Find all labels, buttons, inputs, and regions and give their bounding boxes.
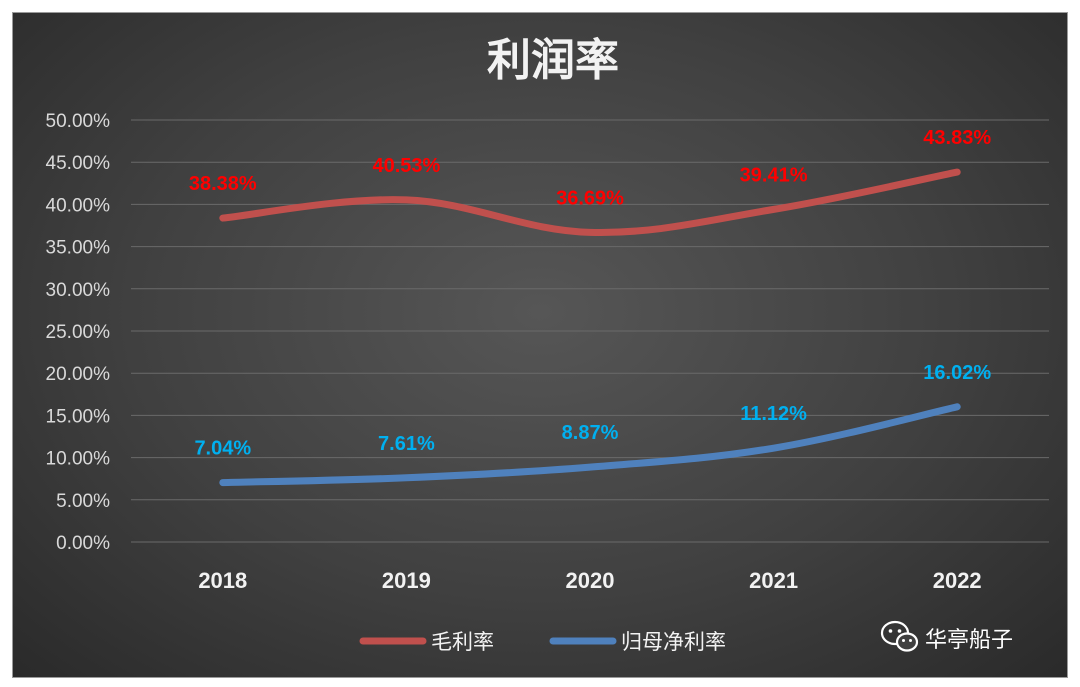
x-tick-label: 2020 xyxy=(566,568,615,593)
y-tick-label: 40.00% xyxy=(46,195,111,216)
chart-frame: 利润率 0.00% 5.00% 10.00% 15.00% 20.00% 25.00% 30… xyxy=(13,13,1067,677)
data-label: 39.41% xyxy=(740,164,808,186)
y-tick-label: 15.00% xyxy=(46,406,111,427)
x-tick-label: 2021 xyxy=(749,568,798,593)
x-axis: 2018 2019 2020 2021 2022 xyxy=(198,568,981,593)
data-label: 36.69% xyxy=(556,187,624,209)
y-tick-label: 25.00% xyxy=(46,322,111,343)
y-tick-label: 0.00% xyxy=(56,533,110,554)
data-label: 11.12% xyxy=(740,403,807,425)
data-label: 40.53% xyxy=(372,155,440,177)
legend-label: 毛利率 xyxy=(431,630,494,654)
watermark-text: 华亭船子 xyxy=(925,628,1013,653)
x-tick-label: 2019 xyxy=(382,568,431,593)
y-axis: 0.00% 5.00% 10.00% 15.00% 20.00% 25.00% 30.00%… xyxy=(46,111,111,554)
data-label: 43.83% xyxy=(923,127,991,149)
chart-title: 利润率 xyxy=(487,35,619,86)
x-tick-label: 2018 xyxy=(198,568,247,593)
data-label: 7.61% xyxy=(378,433,435,455)
chart-svg: 利润率 0.00% 5.00% 10.00% 15.00% 20.00% 25.00% 30… xyxy=(46,35,1049,654)
legend-label: 归母净利率 xyxy=(621,630,726,654)
wechat-icon xyxy=(880,620,919,652)
series-lines xyxy=(219,168,961,487)
y-tick-label: 30.00% xyxy=(46,280,111,301)
legend: 毛利率 归母净利率 xyxy=(359,630,726,654)
data-label: 16.02% xyxy=(923,362,991,384)
data-label: 38.38% xyxy=(189,173,257,195)
data-labels: 38.38% 40.53% 36.69% 39.41% 43.83% 7.04% 7.61%… xyxy=(189,127,991,460)
data-label: 8.87% xyxy=(562,422,619,444)
series-line-1 xyxy=(219,403,961,487)
y-tick-label: 35.00% xyxy=(46,238,111,259)
y-tick-label: 10.00% xyxy=(46,449,111,470)
watermark: 华亭船子 xyxy=(880,620,1013,653)
gridlines xyxy=(131,119,1049,543)
y-tick-label: 20.00% xyxy=(46,364,111,385)
x-tick-label: 2022 xyxy=(933,568,982,593)
y-tick-label: 50.00% xyxy=(46,111,111,132)
y-tick-label: 5.00% xyxy=(56,491,110,512)
data-label: 7.04% xyxy=(194,438,251,460)
y-tick-label: 45.00% xyxy=(46,153,111,174)
